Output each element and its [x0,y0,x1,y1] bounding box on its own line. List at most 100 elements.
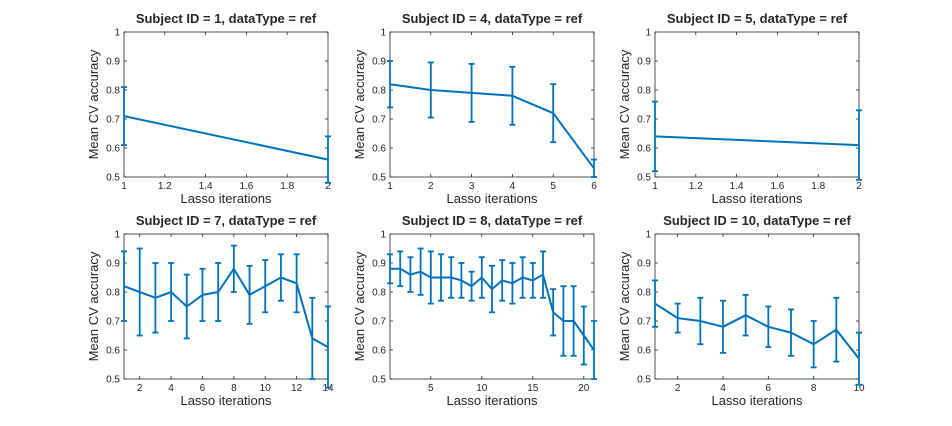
chart-3-axes-box [654,31,860,178]
chart-3-ytick-label: 0.6 [637,144,651,155]
chart-6-xtick-label: 8 [811,383,817,394]
chart-4-xtick-label: 4 [168,383,174,394]
chart-5-ylabel: Mean CV accuracy [352,251,367,361]
chart-3-xtick-label: 1.2 [689,181,703,192]
chart-2-ylabel: Mean CV accuracy [352,49,367,159]
chart-2-ytick-label: 0.7 [372,115,386,126]
chart-1-xtick-label: 1.2 [158,181,172,192]
chart-6-xtick-label: 6 [766,383,772,394]
chart-1-xtick-label: 1 [121,181,127,192]
chart-5-ytick-label: 1 [380,230,386,241]
chart-1-xtick-label: 1.8 [280,181,294,192]
chart-6-xtick-label: 2 [675,383,681,394]
chart-4-xlabel: Lasso iterations [180,393,272,408]
chart-2-ytick-label: 0.6 [372,144,386,155]
chart-5-title: Subject ID = 8, dataType = ref [402,213,583,228]
chart-1-xtick-label: 1.6 [239,181,253,192]
chart-3-xtick-label: 1.8 [811,181,825,192]
chart-3-title: Subject ID = 5, dataType = ref [667,11,848,26]
chart-4-xtick-label: 2 [137,383,143,394]
chart-6-ytick-label: 0.8 [637,288,651,299]
chart-5-ytick-label: 0.6 [372,346,386,357]
chart-2-xtick-label: 1 [387,181,393,192]
chart-4-ytick-label: 0.7 [106,317,120,328]
chart-4-xtick-label: 6 [200,383,206,394]
chart-5-axes-box [389,233,595,380]
chart-1-xtick-label: 2 [325,181,331,192]
chart-6-xtick-label: 4 [720,383,726,394]
chart-1-title: Subject ID = 1, dataType = ref [136,11,317,26]
chart-3-ytick-label: 0.9 [637,57,651,68]
chart-3-ytick-label: 0.7 [637,115,651,126]
chart-5-ytick-label: 0.7 [372,317,386,328]
chart-5-ytick-label: 0.9 [372,259,386,270]
chart-1-xlabel: Lasso iterations [180,191,272,206]
chart-3-xlabel: Lasso iterations [711,191,803,206]
chart-2-xtick-label: 5 [550,181,556,192]
chart-6-ytick-label: 0.7 [637,317,651,328]
chart-1-axes-box [123,31,329,178]
chart-6-xtick-label: 10 [853,383,865,394]
chart-2-axes-box [389,31,595,178]
chart-2-ytick-label: 1 [380,28,386,39]
chart-3-ytick-label: 0.8 [637,86,651,97]
chart-6-panel: 2 4 6 8 10 0.5 0.6 0.7 0.8 0.9 1 Subject ID = 10, d… [617,213,865,408]
chart-2-panel: 1 2 3 4 5 6 0.5 0.6 0.7 0.8 0.9 1 Subject ID = 4, da… [352,11,597,206]
chart-1-ytick-label: 0.5 [106,173,120,184]
chart-4-ytick-label: 0.6 [106,346,120,357]
chart-4-xtick-label: 8 [231,383,237,394]
chart-6-series-line [654,302,860,360]
chart-5-xtick-label: 10 [476,383,488,394]
chart-5-xtick-label: 5 [428,383,434,394]
chart-4-title: Subject ID = 7, dataType = ref [136,213,317,228]
chart-2-ytick-label: 0.9 [372,57,386,68]
chart-4-xtick-label: 12 [291,383,303,394]
chart-6-ylabel: Mean CV accuracy [617,251,632,361]
chart-5-ytick-label: 0.8 [372,288,386,299]
chart-3-xtick-label: 2 [856,181,862,192]
chart-3-panel: 1 1.2 1.4 1.6 1.8 2 0.5 0.6 0.7 0.8 0.9 1 Subject ID… [617,11,862,206]
chart-5-ytick-label: 0.5 [372,375,386,386]
chart-1-ytick-label: 0.7 [106,115,120,126]
chart-2-xtick-label: 4 [510,181,516,192]
chart-3-xtick-label: 1.4 [730,181,744,192]
chart-6-title: Subject ID = 10, dataType = ref [663,213,851,228]
chart-2-title: Subject ID = 4, dataType = ref [402,11,583,26]
chart-1-ytick-label: 0.6 [106,144,120,155]
chart-4-ytick-label: 0.8 [106,288,120,299]
chart-4-ylabel: Mean CV accuracy [86,251,101,361]
chart-4-ytick-label: 1 [114,230,120,241]
chart-4-ytick-label: 0.5 [106,375,120,386]
chart-3-ylabel: Mean CV accuracy [617,49,632,159]
chart-1-panel: 1 1.2 1.4 1.6 1.8 2 0.5 0.6 0.7 0.8 0.9 1 Subject ID… [86,11,331,206]
chart-4-ytick-label: 0.9 [106,259,120,270]
chart-1-ytick-label: 1 [114,28,120,39]
chart-3-xtick-label: 1.6 [770,181,784,192]
chart-4-series-line [123,267,329,348]
chart-6-ytick-label: 0.5 [637,375,651,386]
chart-3-xtick-label: 1 [652,181,658,192]
chart-1-ytick-label: 0.8 [106,86,120,97]
chart-6-ytick-label: 0.6 [637,346,651,357]
chart-2-xtick-label: 2 [428,181,434,192]
chart-6-axes-box [654,233,860,380]
chart-1-ytick-label: 0.9 [106,57,120,68]
chart-5-panel: 5 10 15 20 0.5 0.6 0.7 0.8 0.9 1 Subject ID = 8, d… [352,213,597,408]
chart-2-ytick-label: 0.8 [372,86,386,97]
chart-5-series-line [390,267,595,351]
chart-3-series-line [654,135,860,147]
chart-4-xtick-label: 10 [260,383,272,394]
chart-5-xtick-label: 15 [527,383,539,394]
chart-2-xtick-label: 3 [469,181,475,192]
chart-2-ytick-label: 0.5 [372,173,386,184]
chart-6-ytick-label: 1 [645,230,651,241]
chart-5-xlabel: Lasso iterations [446,393,538,408]
chart-6-xlabel: Lasso iterations [711,393,803,408]
chart-1-series-line [123,115,329,161]
chart-1-xtick-label: 1.4 [199,181,213,192]
chart-3-ytick-label: 0.5 [637,173,651,184]
chart-3-ytick-label: 1 [645,28,651,39]
chart-5-xtick-label: 20 [578,383,590,394]
chart-1-ylabel: Mean CV accuracy [86,49,101,159]
